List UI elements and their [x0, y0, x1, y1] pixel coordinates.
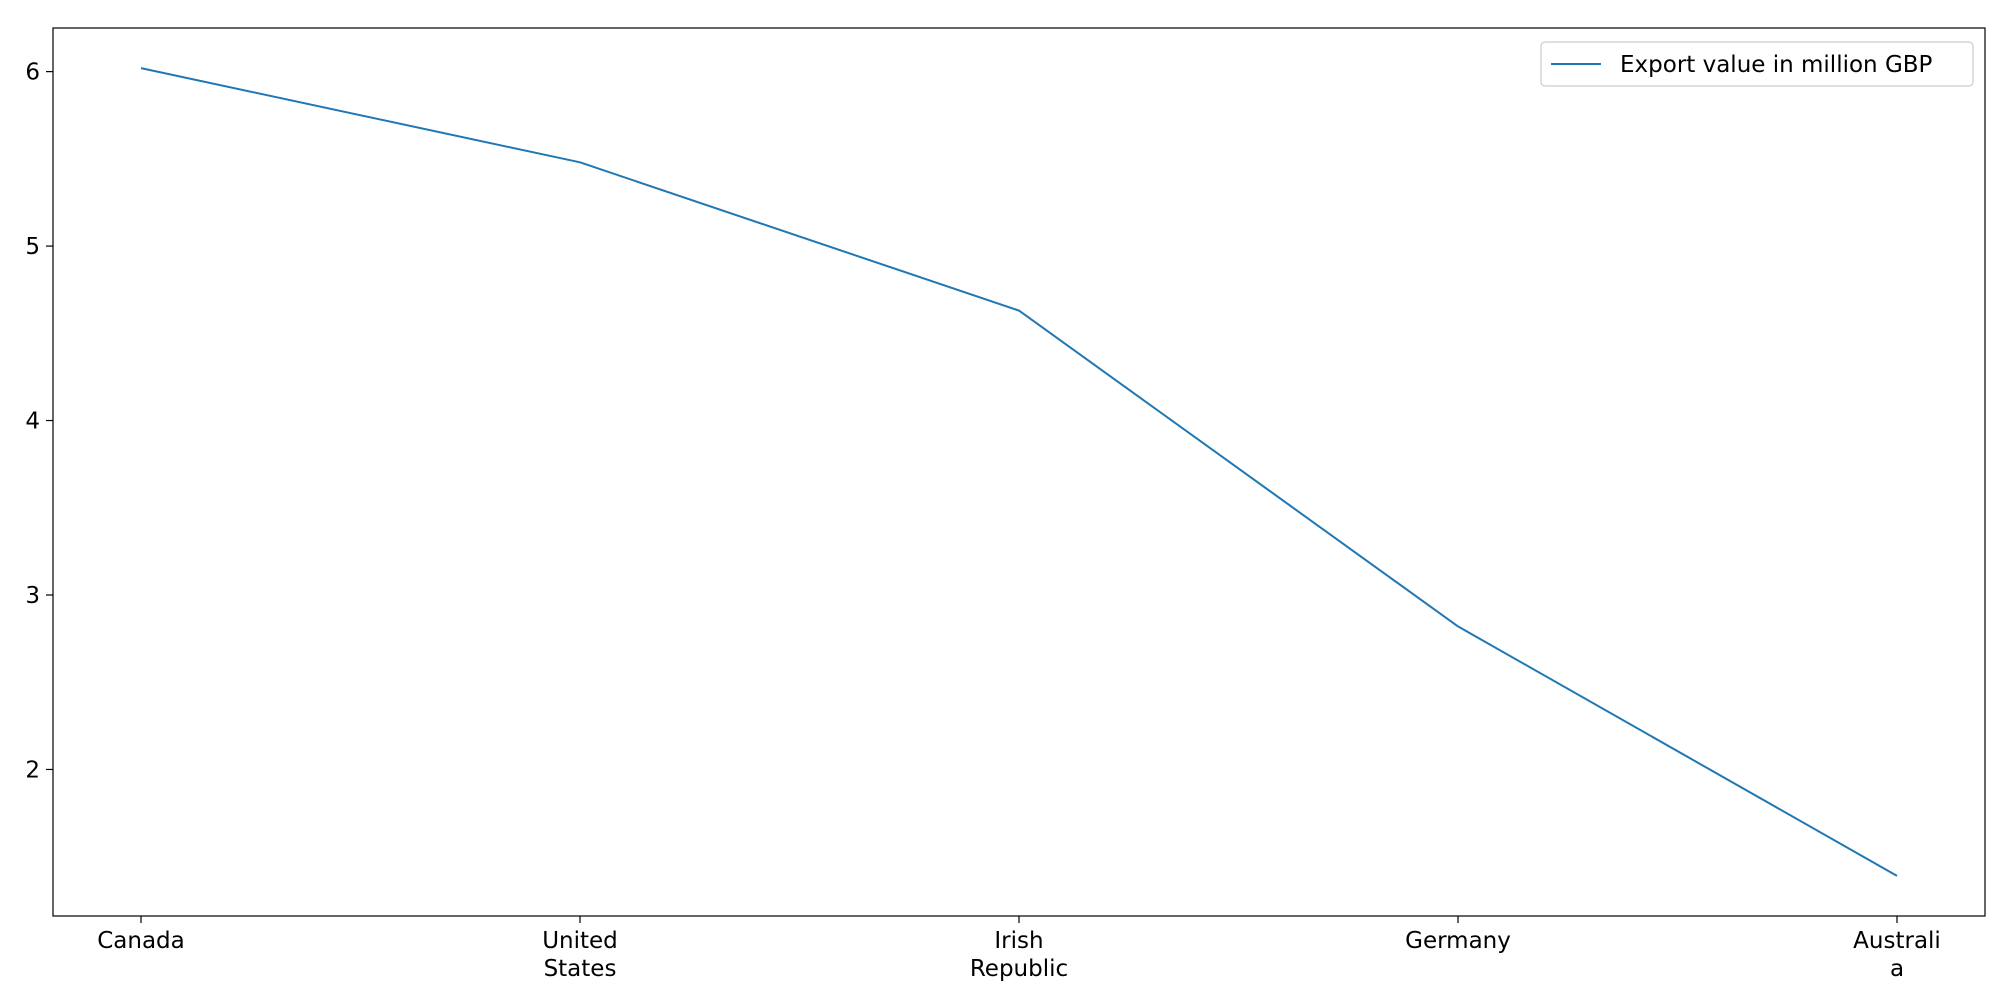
- legend-label: Export value in million GBP: [1620, 52, 1933, 78]
- series-layer: [140, 67, 1898, 877]
- x-tick-label: Australi a: [1853, 928, 1941, 982]
- y-tick-label: 3: [25, 583, 40, 609]
- axes-layer: 2 3 4 5 6 Canada United States Irish Republic Germ…: [25, 60, 1940, 982]
- x-tick-label: Canada: [97, 928, 185, 954]
- y-tick-label: 4: [25, 409, 40, 435]
- x-tick-label: Germany: [1405, 928, 1511, 954]
- plot-area: [52, 27, 1986, 917]
- series-line: [140, 67, 1898, 877]
- legend-box: [1540, 41, 1974, 87]
- legend: Export value in million GBP: [1540, 41, 1974, 87]
- y-tick-label: 2: [25, 757, 40, 783]
- y-tick-label: 5: [25, 234, 40, 260]
- y-tick-label: 6: [25, 60, 40, 86]
- axes-frame: [52, 27, 1986, 917]
- x-tick-label: Irish Republic: [970, 928, 1068, 982]
- x-tick-label: United States: [542, 928, 618, 982]
